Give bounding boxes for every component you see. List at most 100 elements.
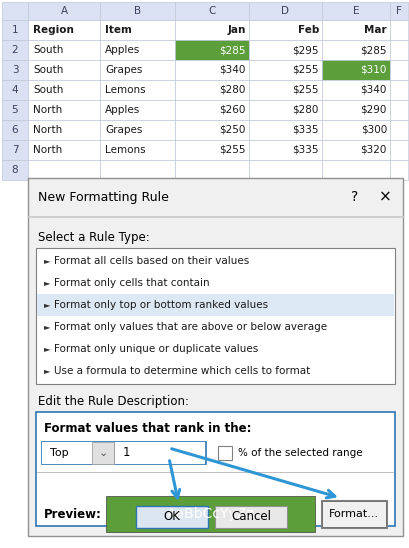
Text: Item: Item bbox=[105, 25, 132, 35]
Text: Jan: Jan bbox=[227, 25, 245, 35]
Text: ►: ► bbox=[44, 367, 50, 375]
Bar bbox=[248, 40, 321, 60]
Bar bbox=[2, 100, 28, 120]
Bar bbox=[389, 140, 407, 160]
Text: Preview:: Preview: bbox=[44, 507, 101, 521]
Bar bbox=[215, 506, 287, 528]
Bar bbox=[28, 60, 100, 80]
Bar bbox=[28, 178, 402, 536]
Bar bbox=[175, 140, 248, 160]
Bar bbox=[28, 2, 100, 20]
Bar bbox=[36, 412, 394, 526]
Bar bbox=[28, 120, 100, 140]
Text: $335: $335 bbox=[292, 125, 318, 135]
Bar bbox=[114, 442, 115, 464]
Text: 2: 2 bbox=[12, 45, 18, 55]
Text: $340: $340 bbox=[360, 85, 386, 95]
Text: D: D bbox=[281, 6, 289, 16]
Text: $250: $250 bbox=[219, 125, 245, 135]
Text: Format only unique or duplicate values: Format only unique or duplicate values bbox=[54, 344, 258, 354]
Text: B: B bbox=[134, 6, 141, 16]
Text: $285: $285 bbox=[360, 45, 386, 55]
Bar bbox=[100, 80, 175, 100]
Text: North: North bbox=[33, 105, 62, 115]
Bar bbox=[321, 80, 389, 100]
Bar bbox=[37, 472, 393, 473]
Bar bbox=[28, 216, 402, 217]
Bar bbox=[106, 496, 314, 532]
Text: $260: $260 bbox=[219, 105, 245, 115]
Bar bbox=[248, 20, 321, 40]
Text: OK: OK bbox=[163, 511, 180, 523]
Text: $300: $300 bbox=[360, 125, 386, 135]
Bar bbox=[321, 100, 389, 120]
Bar bbox=[248, 2, 321, 20]
Text: AaBbCcYyZz: AaBbCcYyZz bbox=[166, 507, 254, 521]
Bar bbox=[37, 294, 393, 316]
Bar bbox=[389, 2, 407, 20]
Bar bbox=[28, 160, 100, 180]
Bar bbox=[321, 20, 389, 40]
Bar bbox=[389, 60, 407, 80]
Bar bbox=[2, 160, 28, 180]
Bar bbox=[320, 500, 386, 528]
Text: ?: ? bbox=[351, 190, 358, 204]
Text: ►: ► bbox=[44, 345, 50, 353]
Text: North: North bbox=[33, 125, 62, 135]
Bar bbox=[248, 60, 321, 80]
Text: Format only top or bottom ranked values: Format only top or bottom ranked values bbox=[54, 300, 267, 310]
Bar bbox=[389, 160, 407, 180]
Text: Lemons: Lemons bbox=[105, 145, 145, 155]
Text: South: South bbox=[33, 85, 63, 95]
Text: 1: 1 bbox=[12, 25, 18, 35]
Text: $255: $255 bbox=[292, 65, 318, 75]
Bar bbox=[2, 2, 28, 20]
Text: $280: $280 bbox=[292, 105, 318, 115]
Bar bbox=[218, 446, 231, 460]
Text: 4: 4 bbox=[12, 85, 18, 95]
Text: Apples: Apples bbox=[105, 45, 140, 55]
Text: A: A bbox=[60, 6, 67, 16]
Text: $295: $295 bbox=[292, 45, 318, 55]
Text: ×: × bbox=[378, 190, 391, 204]
Text: ⌄: ⌄ bbox=[98, 448, 108, 458]
Bar bbox=[175, 80, 248, 100]
Text: Cancel: Cancel bbox=[231, 511, 271, 523]
Bar bbox=[175, 40, 248, 60]
Bar bbox=[100, 40, 175, 60]
Text: North: North bbox=[33, 145, 62, 155]
Text: Grapes: Grapes bbox=[105, 125, 142, 135]
Text: E: E bbox=[352, 6, 358, 16]
Text: Mar: Mar bbox=[364, 25, 386, 35]
Text: 8: 8 bbox=[12, 165, 18, 175]
Text: 7: 7 bbox=[12, 145, 18, 155]
Bar bbox=[92, 442, 114, 464]
Bar bbox=[321, 140, 389, 160]
Bar bbox=[2, 20, 28, 40]
Text: Format...: Format... bbox=[328, 509, 378, 519]
Bar bbox=[28, 40, 100, 60]
Bar bbox=[321, 60, 389, 80]
Bar bbox=[28, 140, 100, 160]
Bar bbox=[175, 60, 248, 80]
Bar bbox=[321, 40, 389, 60]
Bar bbox=[100, 60, 175, 80]
Text: ►: ► bbox=[44, 323, 50, 332]
Text: $290: $290 bbox=[360, 105, 386, 115]
Text: % of the selected range: % of the selected range bbox=[237, 448, 362, 458]
Text: $285: $285 bbox=[219, 45, 245, 55]
Text: Grapes: Grapes bbox=[105, 65, 142, 75]
Bar bbox=[175, 20, 248, 40]
Bar bbox=[2, 120, 28, 140]
Bar bbox=[389, 100, 407, 120]
Text: 1: 1 bbox=[123, 447, 130, 460]
Text: South: South bbox=[33, 45, 63, 55]
Text: Edit the Rule Description:: Edit the Rule Description: bbox=[38, 396, 189, 408]
Bar bbox=[389, 120, 407, 140]
Text: New Formatting Rule: New Formatting Rule bbox=[38, 191, 169, 203]
Text: $255: $255 bbox=[219, 145, 245, 155]
Bar bbox=[100, 100, 175, 120]
Bar bbox=[248, 160, 321, 180]
Bar bbox=[389, 20, 407, 40]
Bar bbox=[321, 501, 385, 527]
